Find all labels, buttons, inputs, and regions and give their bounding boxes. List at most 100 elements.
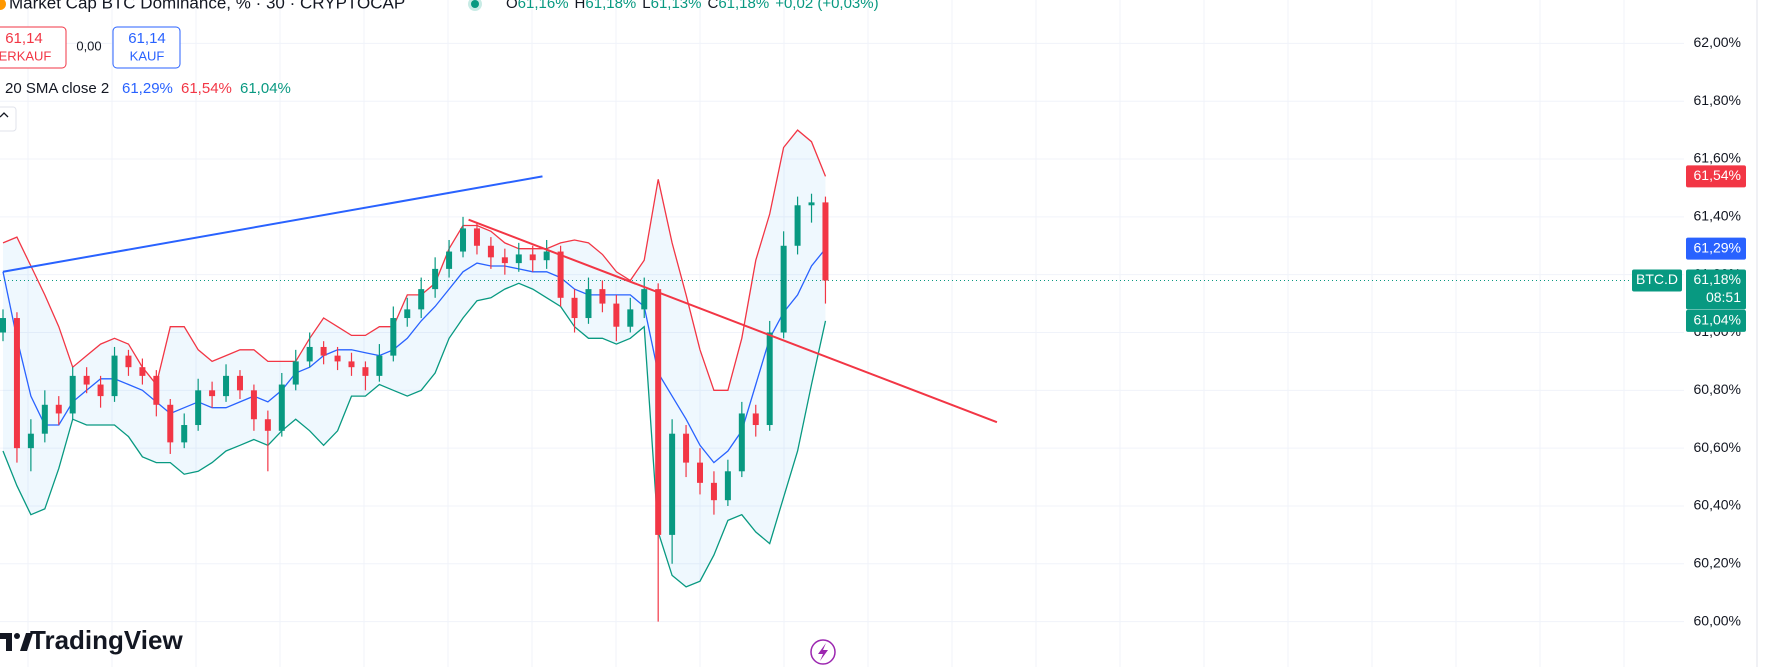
symbol-label: BTC.D [1636, 271, 1678, 287]
band-line [2, 248, 827, 464]
band-fill [3, 130, 826, 587]
candle-body [766, 332, 773, 426]
plot [0, 129, 1684, 622]
ohlc-key: O [506, 0, 518, 12]
candle-body [27, 433, 34, 449]
candle-body [571, 297, 578, 319]
y-tick-label: 60,20% [1694, 555, 1741, 571]
buy-price: 61,14 [128, 30, 166, 47]
sell-price: 61,14 [5, 30, 43, 47]
collapse-icon [0, 112, 9, 118]
candle-body [223, 375, 230, 397]
indicator-value: 61,29% [122, 80, 173, 97]
candle-body [529, 254, 536, 261]
candle-body [69, 375, 76, 414]
trend-line [2, 175, 543, 273]
candle-body [306, 346, 313, 362]
brand-logo [0, 633, 33, 651]
ohlc-value: 61,18% [718, 0, 769, 12]
candle-body [697, 462, 703, 483]
candle-body [41, 404, 48, 434]
candle-body [557, 251, 564, 298]
candle-body [390, 318, 397, 356]
price-label-box [1686, 165, 1746, 188]
y-tick-label: 61,80% [1694, 92, 1741, 108]
candle-body [822, 202, 829, 281]
y-tick-label: 60,80% [1694, 381, 1741, 397]
candle-body [655, 289, 662, 535]
ohlc-key: L [642, 0, 650, 12]
buy-button[interactable] [112, 26, 181, 69]
candle-body [585, 289, 592, 319]
candle-body [794, 205, 801, 246]
y-tick-label: 62,00% [1694, 34, 1741, 50]
candle-body [236, 375, 243, 391]
candle-body [515, 254, 522, 264]
candle-body [278, 384, 285, 431]
candle-body [125, 355, 132, 368]
candle-body [808, 202, 815, 206]
candle-body [153, 375, 160, 405]
trend-line [468, 218, 998, 424]
symbol-icon [0, 0, 6, 10]
indicator-value: 61,04% [240, 80, 291, 97]
countdown: 08:51 [1706, 289, 1741, 305]
candle-body [181, 425, 188, 443]
price-label: 61,29% [1694, 239, 1741, 255]
candle-body [752, 413, 759, 426]
indicator-name[interactable]: 20 SMA close 2 [5, 80, 109, 97]
symbol-title[interactable]: Market Cap BTC Dominance, % · 30 · CRYPT… [9, 0, 405, 12]
ohlc-value: 61,16% [518, 0, 569, 12]
sell-button[interactable] [0, 26, 67, 69]
band-line [2, 282, 827, 588]
candle-body [0, 318, 6, 333]
candle-body [55, 404, 62, 414]
ohlc-value: 61,13% [651, 0, 702, 12]
candle-body [111, 355, 118, 397]
ohlc-key: C [707, 0, 718, 12]
ohlc: O61,16% H61,18% L61,13% C61,18% +0,02 (+0,03… [506, 0, 879, 12]
y-tick-label: 60,40% [1694, 497, 1741, 513]
candle-body [738, 413, 745, 472]
y-tick-label: 60,00% [1694, 612, 1741, 628]
candle-body [264, 419, 271, 431]
candle-body [292, 361, 299, 385]
candle-body [362, 367, 369, 376]
candle-body [83, 375, 90, 385]
candle-body [139, 367, 146, 376]
candle-body [404, 309, 411, 319]
grid [0, 0, 1684, 667]
candle-body [195, 390, 202, 426]
events-icon [818, 643, 828, 661]
indicator-value: 61,54% [181, 80, 232, 97]
price-label-box [1686, 237, 1746, 260]
candle-body [460, 228, 467, 252]
candle-body [683, 433, 690, 463]
candle-body [432, 268, 439, 290]
candle-body [376, 355, 383, 376]
candle-body [724, 471, 731, 501]
ohlc-key: H [575, 0, 586, 12]
candle-body [250, 390, 257, 420]
candle-body [167, 404, 174, 443]
candle-body [418, 289, 425, 310]
candle-body [501, 257, 508, 264]
candle-body [487, 245, 494, 258]
candle-body [641, 289, 648, 310]
price-label: 61,54% [1694, 167, 1741, 183]
collapse-button[interactable] [0, 106, 17, 132]
candle-body [209, 390, 216, 397]
candle-body [627, 309, 634, 327]
ohlc-change: +0,02 (+0,03%) [775, 0, 878, 12]
candle-body [13, 318, 20, 449]
price-label-box [1686, 309, 1746, 332]
price-axis: 60,00%60,20%60,40%60,60%60,80%61,00%61,2… [1632, 34, 1746, 628]
candle-body [543, 251, 550, 261]
candle-body [334, 355, 341, 362]
candle-body [473, 228, 480, 246]
price-label: 61,04% [1694, 312, 1741, 328]
y-tick-label: 60,60% [1694, 439, 1741, 455]
y-tick-label: 61,60% [1694, 150, 1741, 166]
